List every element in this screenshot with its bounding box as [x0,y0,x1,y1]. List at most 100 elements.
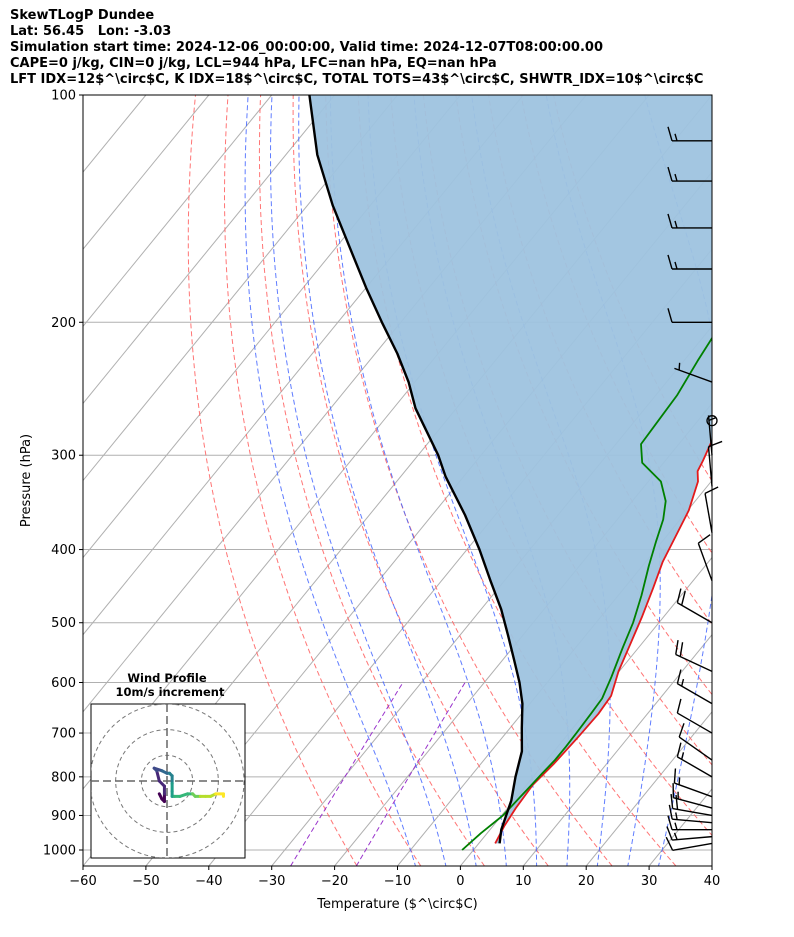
isotherm-line [711,865,712,866]
x-tick-label: 20 [578,874,595,889]
barb-flag [675,794,679,810]
x-tick-label: −60 [69,874,96,889]
isotherm-line [83,95,273,328]
wind-barb [673,768,713,798]
x-tick-label: −10 [384,874,411,889]
moist-adiabat [269,95,447,866]
y-tick-label: 900 [51,809,76,824]
barb-shaft [678,736,713,761]
wind-barb [675,639,713,673]
barb-half-flag [708,417,716,422]
barb-flag [673,768,677,784]
x-tick-label: −30 [258,874,285,889]
barb-half-flag [674,261,678,270]
dry-adiabat [258,95,485,866]
indices-line-2: LFT IDX=12$^\circ$C, K IDX=18$^\circ$C, … [10,72,704,87]
barb-flag [667,308,673,323]
barb-flag [676,669,682,684]
y-tick-label: 1000 [43,844,76,859]
hodograph-plot [91,704,245,858]
barb-shaft [674,367,713,383]
wind-barb [678,723,713,761]
barb-shaft [677,712,713,734]
location-line: Lat: 56.45 Lon: -3.03 [10,24,172,39]
x-tick-label: −20 [321,874,348,889]
barb-flag [667,254,673,270]
temperature-profile-line [494,438,712,844]
y-tick-label: 200 [51,316,76,331]
barb-shaft [677,756,713,778]
barb-flag [668,804,673,820]
barb-flag [675,639,679,655]
x-tick-label: 40 [704,874,721,889]
wind-barb [667,126,712,142]
isotherm-line [83,95,335,405]
barb-half-flag [674,822,678,830]
wind-barb [707,440,723,487]
wind-barbs [665,126,723,852]
moist-adiabat [330,95,507,866]
wind-barb [668,804,713,824]
y-axis-label: Pressure (hPa) [19,434,34,527]
barb-flag [676,698,682,714]
barb-shaft [672,818,713,824]
barb-shaft [674,782,713,798]
wind-barb [674,362,713,383]
chart-header: SkewTLogP Dundee Lat: 56.45 Lon: -3.03 S… [10,8,703,88]
dewpoint-profile-line [461,336,712,851]
wind-barb [697,534,713,582]
moist-adiabat [244,95,417,866]
axes-layer: −60 −50 −40 −30 −20 −10 0 10 20 30 40 1000 900 800 700… [19,89,720,913]
barb-flag [667,213,673,229]
barb-shaft [707,415,713,456]
wind-barb [667,815,712,831]
barb-half-flag [673,832,678,840]
dry-adiabat [292,95,549,866]
isotherm-line [83,95,398,482]
time-line: Simulation start time: 2024-12-06_00:00:… [10,40,603,55]
wind-barb [676,742,713,778]
x-tick-label: 30 [641,874,658,889]
wind-barb [667,254,712,270]
y-tick-label: 500 [51,616,76,631]
wind-barb [707,415,716,456]
barb-half-flag [681,678,685,687]
wind-barb [667,166,712,182]
y-tick-label: 700 [51,727,76,742]
barb-shaft [704,493,713,533]
barb-flag [681,590,686,606]
barb-shaft [677,602,713,624]
hodograph-segment [155,769,161,783]
x-tick-label: 0 [456,874,464,889]
wind-barb [665,836,713,852]
isotherm-line [83,95,210,250]
barb-half-flag [678,777,681,785]
barb-half-flag [674,133,678,142]
barb-half-flag [678,362,681,371]
barb-flag [667,815,673,830]
wind-barb [666,826,713,841]
barb-shaft [697,542,713,582]
hodograph-subtitle: 10m/s increment [116,685,225,699]
y-tick-label: 400 [51,543,76,558]
isotherm-line [397,479,712,866]
wind-barb [667,213,712,229]
barb-shaft [672,807,713,817]
barb-half-flag [674,173,678,182]
barb-flag [666,826,673,841]
wind-barb [704,486,719,533]
indices-line-1: CAPE=0 j/kg, CIN=0 j/kg, LCL=944 hPa, LF… [10,56,497,71]
mixing-ratio-line [290,682,404,866]
x-tick-label: 10 [515,874,532,889]
barb-half-flag [675,812,678,820]
barb-flag [665,836,674,851]
wind-barb [667,308,712,323]
wind-barb [676,698,713,734]
wind-barb [670,793,713,817]
dry-adiabat [187,95,358,866]
parcel-profile-line [308,95,524,844]
barb-shaft [672,835,713,841]
barb-flag [704,486,719,494]
